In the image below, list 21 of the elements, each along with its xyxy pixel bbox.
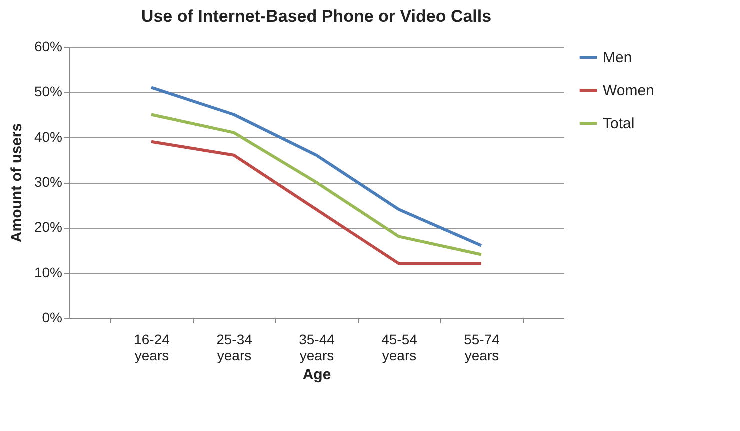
y-tick-label: 20% xyxy=(34,219,62,236)
y-axis-title: Amount of users xyxy=(8,123,26,243)
x-tick-label: 25-34 years xyxy=(216,332,253,364)
legend-label: Men xyxy=(603,50,632,66)
x-tick-label: 16-24 years xyxy=(134,332,170,364)
y-tick-label: 40% xyxy=(34,128,62,145)
line-series xyxy=(150,140,483,266)
x-tick-label: 55-74 years xyxy=(464,332,500,364)
line-series xyxy=(150,86,483,248)
y-tick-label: 60% xyxy=(34,38,62,54)
x-tick-label: 45-54 years xyxy=(382,332,418,364)
y-tick-label: 50% xyxy=(34,84,62,100)
legend-label: Total xyxy=(603,116,635,132)
legend-label: Women xyxy=(603,82,654,100)
x-tick-label: 35-44 years xyxy=(299,332,336,364)
y-tick-label: 10% xyxy=(34,264,62,280)
y-tick-label: 30% xyxy=(34,174,62,190)
x-axis-title: Age xyxy=(302,366,332,384)
chart-title: Use of Internet-Based Phone or Video Calls xyxy=(141,7,492,26)
y-tick-label: 0% xyxy=(42,310,62,326)
line-series xyxy=(150,113,483,256)
